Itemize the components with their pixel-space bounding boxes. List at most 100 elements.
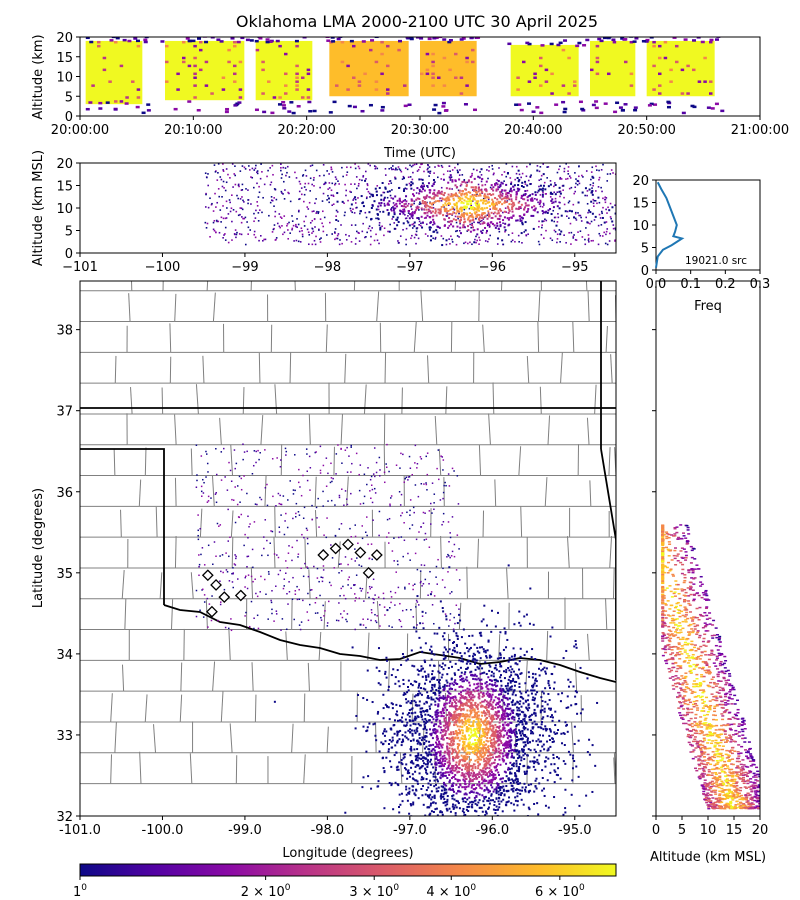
source-point [429, 502, 432, 505]
source-cell [559, 241, 561, 243]
source-cell [206, 222, 209, 225]
source-point [465, 662, 468, 665]
source-cell [430, 226, 432, 229]
source-point [298, 514, 301, 516]
source-point [390, 782, 393, 785]
source-point [479, 672, 482, 675]
county-line [230, 510, 234, 538]
cell [193, 44, 197, 48]
source-cell [495, 203, 498, 206]
source-cell [489, 186, 492, 189]
source-cell [605, 230, 608, 233]
source-point [496, 814, 499, 816]
source-cell [302, 174, 305, 176]
source-point [454, 673, 457, 676]
source-cell [495, 182, 498, 185]
source-point [459, 725, 462, 728]
source-point [335, 619, 338, 622]
source-cell [505, 211, 507, 213]
source-point [407, 476, 410, 478]
source-cell [437, 164, 440, 167]
cell [431, 72, 435, 76]
source-cell [586, 221, 589, 224]
source-point [564, 807, 567, 810]
source-point [496, 737, 499, 740]
source-cell [537, 201, 539, 204]
source-point [299, 486, 301, 488]
source-point [418, 531, 420, 533]
cell [581, 109, 586, 112]
source-cell [428, 226, 431, 229]
source-point [468, 752, 471, 755]
source-point [537, 726, 540, 729]
source-cell [468, 200, 471, 203]
source-point [522, 741, 525, 744]
source-point [247, 537, 249, 539]
source-cell [506, 194, 509, 197]
source-point [396, 739, 399, 742]
y-tick-label: 5 [65, 90, 73, 105]
source-cell [497, 237, 500, 240]
source-cell [492, 206, 495, 209]
source-cell [288, 176, 291, 178]
source-cell [492, 212, 495, 215]
source-point [405, 724, 408, 727]
source-point [416, 748, 419, 751]
source-point [323, 615, 325, 617]
cell [374, 60, 379, 64]
source-point [251, 548, 254, 551]
source-cell [213, 219, 216, 222]
source-cell [418, 192, 421, 195]
source-point [466, 687, 469, 690]
source-point [434, 776, 437, 779]
source-cell [357, 197, 359, 199]
source-point [471, 767, 474, 770]
source-point [463, 734, 466, 737]
source-point [469, 774, 472, 777]
source-point [544, 727, 547, 730]
source-point [456, 747, 459, 750]
source-point [361, 587, 364, 590]
cell [221, 88, 226, 91]
source-point [438, 759, 441, 762]
source-cell [505, 193, 508, 196]
source-cell [527, 207, 530, 210]
source-cell [388, 167, 390, 170]
source-cell [314, 202, 316, 205]
county-line [376, 601, 380, 630]
source-point [478, 646, 481, 649]
source-point [495, 741, 498, 744]
cell [144, 37, 149, 39]
source-point [382, 693, 385, 696]
source-point [220, 479, 223, 481]
source-point [426, 696, 429, 699]
source-cell [490, 217, 493, 219]
source-cell [437, 208, 440, 211]
source-cell [492, 202, 495, 205]
cell [403, 84, 407, 87]
source-cell [219, 209, 222, 211]
source-cell [605, 233, 607, 236]
source-point [448, 639, 451, 642]
source-cell [442, 173, 445, 176]
source-point [485, 748, 488, 751]
source-point [247, 555, 250, 558]
source-cell [446, 202, 449, 205]
source-point [346, 613, 349, 615]
source-point [452, 698, 455, 701]
cell [507, 42, 512, 46]
source-point [544, 760, 547, 763]
source-cell [398, 168, 401, 170]
county-line [458, 602, 462, 630]
source-cell [236, 231, 238, 234]
source-cell [453, 193, 456, 196]
source-point [515, 740, 518, 743]
cell [463, 103, 468, 106]
cell [611, 38, 616, 42]
source-cell [457, 217, 459, 220]
source-cell [353, 183, 356, 185]
source-cell [404, 217, 407, 220]
source-cell [526, 189, 529, 192]
source-cell [400, 210, 403, 213]
